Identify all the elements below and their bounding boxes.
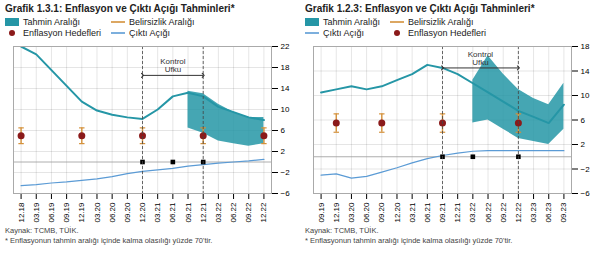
html-text:Grafik 1.3.1: Enflasyon ve Çık: Grafik 1.3.1: Enflasyon ve Çıktı Açığı T… [5,3,235,14]
svg-text:03.21: 03.21 [408,202,417,223]
svg-text:14: 14 [281,84,290,93]
svg-text:12.21: 12.21 [453,202,462,223]
svg-text:18: 18 [581,42,590,51]
svg-text:03.20: 03.20 [347,202,356,223]
svg-text:09.19: 09.19 [62,202,71,223]
html-text:Belirsizlik Aralığı: Belirsizlik Aralığı [408,17,474,27]
svg-text:09.21: 09.21 [438,202,447,223]
html-text:Kaynak: TCMB, TÜİK.: Kaynak: TCMB, TÜİK. [5,226,79,235]
svg-text:09.19: 09.19 [317,202,326,223]
svg-text:06.20: 06.20 [108,202,117,223]
html-text:Kaynak: TCMB, TÜİK.: Kaynak: TCMB, TÜİK. [305,226,379,235]
svg-text:06.21: 06.21 [168,202,177,223]
svg-text:12.20: 12.20 [393,202,402,223]
svg-text:−2: −2 [581,165,591,174]
html-text:Grafik 1.2.3: Enflasyon ve Çık: Grafik 1.2.3: Enflasyon ve Çıktı Açığı T… [305,3,535,14]
svg-text:−6: −6 [281,189,291,198]
svg-text:09.22: 09.22 [244,202,253,223]
svg-text:09.21: 09.21 [184,202,193,223]
svg-text:09.22: 09.22 [499,202,508,223]
html-text:Tahmin Aralığı: Tahmin Aralığı [323,17,380,27]
svg-text:12.18: 12.18 [17,202,26,223]
html-text:* Enflasyonun tahmin aralığı i: * Enflasyonun tahmin aralığı içinde kalm… [305,236,513,245]
svg-text:KontrolUfku: KontrolUfku [468,50,494,67]
svg-text:6: 6 [281,126,286,135]
svg-text:12.22: 12.22 [514,202,523,223]
svg-text:06.19: 06.19 [47,202,56,223]
svg-text:10: 10 [581,91,590,100]
html-text:Tahmin Aralığı: Tahmin Aralığı [23,17,80,27]
svg-text:−2: −2 [281,168,291,177]
svg-text:06.20: 06.20 [362,202,371,223]
html-text:Enflasyon Hedefleri: Enflasyon Hedefleri [23,28,101,38]
html-text:Enflasyon Hedefleri: Enflasyon Hedefleri [408,28,487,38]
html-text:Çıktı Açığı: Çıktı Açığı [129,28,171,38]
svg-text:03.23: 03.23 [529,202,538,223]
svg-text:18: 18 [281,63,290,72]
svg-text:12.19: 12.19 [77,202,86,223]
html-text:Çıktı Açığı: Çıktı Açığı [323,28,364,38]
svg-text:09.20: 09.20 [123,202,132,223]
svg-text:06.21: 06.21 [423,202,432,223]
svg-text:12.21: 12.21 [199,202,208,223]
svg-text:03.22: 03.22 [468,202,477,223]
html-text:Belirsizlik Aralığı: Belirsizlik Aralığı [129,17,195,27]
svg-text:09.23: 09.23 [559,202,568,223]
svg-text:2: 2 [581,140,586,149]
svg-text:22: 22 [281,42,290,51]
html-text:* Enflasyonun tahmin aralığı i: * Enflasyonun tahmin aralığı içinde kalm… [5,236,213,245]
svg-text:03.19: 03.19 [32,202,41,223]
svg-text:06.22: 06.22 [484,202,493,223]
svg-text:06.23: 06.23 [544,202,553,223]
svg-text:06.22: 06.22 [229,202,238,223]
svg-text:2: 2 [281,147,286,156]
svg-text:6: 6 [581,116,586,125]
svg-text:03.20: 03.20 [93,202,102,223]
svg-text:−6: −6 [581,189,591,198]
svg-text:12.22: 12.22 [259,202,268,223]
svg-text:10: 10 [281,105,290,114]
svg-text:12.19: 12.19 [332,202,341,223]
svg-text:14: 14 [581,67,590,76]
svg-text:KontrolUfku: KontrolUfku [160,57,186,74]
svg-text:03.21: 03.21 [153,202,162,223]
svg-text:09.20: 09.20 [377,202,386,223]
svg-text:03.22: 03.22 [214,202,223,223]
svg-text:12.20: 12.20 [138,202,147,223]
